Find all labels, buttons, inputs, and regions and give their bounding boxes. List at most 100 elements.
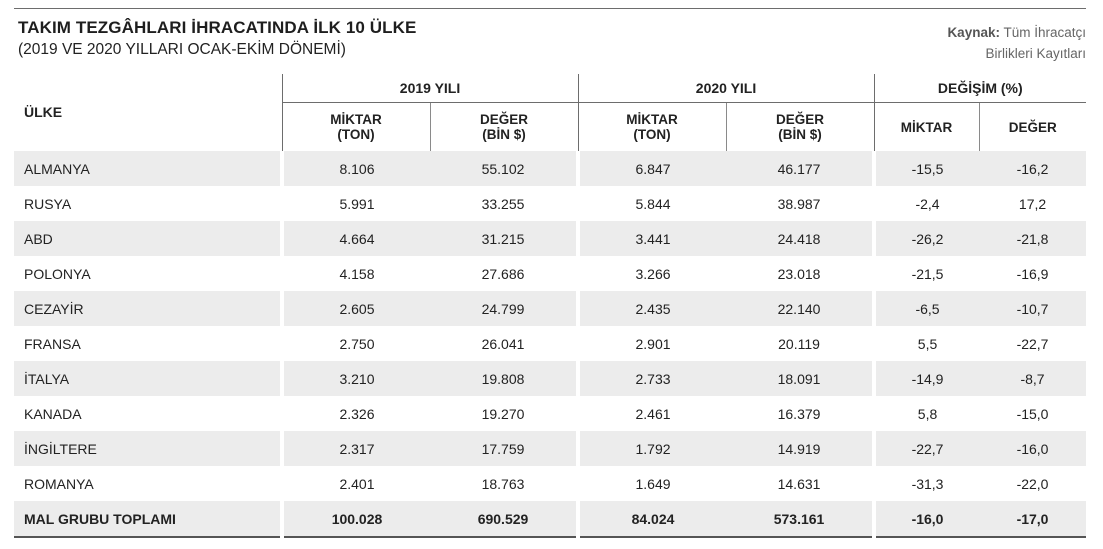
cell-country: RUSYA <box>14 186 282 221</box>
cell-miktar-2020: 1.792 <box>576 431 727 466</box>
cell-change-deger: -22,0 <box>979 466 1087 501</box>
table-row: RUSYA 5.991 33.255 5.844 38.987 -2,4 17,2 <box>14 186 1087 221</box>
cell-country: KANADA <box>14 396 282 431</box>
page-subtitle: (2019 VE 2020 YILLARI OCAK-EKİM DÖNEMİ) <box>18 41 346 58</box>
cell-country: İTALYA <box>14 361 282 396</box>
cell-miktar-2019: 2.605 <box>280 291 430 326</box>
cell-miktar-2020: 5.844 <box>576 186 727 221</box>
cell-deger-2019: 17.759 <box>430 431 579 466</box>
cell-miktar-2020: 1.649 <box>576 466 727 501</box>
cell-country: ROMANYA <box>14 466 282 501</box>
source-note: Kaynak: Tüm İhracatçı Birlikleri Kayıtla… <box>947 22 1086 64</box>
cell-deger-2020: 38.987 <box>726 186 875 221</box>
cell-change-miktar: 5,8 <box>872 396 980 431</box>
cell-deger-2020: 46.177 <box>726 151 875 186</box>
table-row: KANADA 2.326 19.270 2.461 16.379 5,8 -15,0 <box>14 396 1087 431</box>
table-row: İTALYA 3.210 19.808 2.733 18.091 -14,9 -8,7 <box>14 361 1087 396</box>
source-line-2: Birlikleri Kayıtları <box>985 46 1086 61</box>
cell-country: CEZAYİR <box>14 291 282 326</box>
total-country: MAL GRUBU TOPLAMI <box>14 501 282 538</box>
cell-deger-2019: 19.808 <box>430 361 579 396</box>
cell-miktar-2020: 2.461 <box>576 396 727 431</box>
cell-miktar-2020: 3.441 <box>576 221 727 256</box>
cell-miktar-2020: 2.733 <box>576 361 727 396</box>
header-2020-miktar: MİKTAR (TON) <box>577 102 727 151</box>
cell-change-miktar: -14,9 <box>872 361 980 396</box>
table-row: ALMANYA 8.106 55.102 6.847 46.177 -15,5 -16,2 <box>14 151 1087 186</box>
cell-deger-2019: 19.270 <box>430 396 579 431</box>
cell-change-deger: -8,7 <box>979 361 1087 396</box>
cell-country: POLONYA <box>14 256 282 291</box>
total-miktar-2019: 100.028 <box>280 501 430 538</box>
cell-change-deger: -16,2 <box>979 151 1087 186</box>
cell-deger-2020: 24.418 <box>726 221 875 256</box>
cell-country: FRANSA <box>14 326 282 361</box>
cell-deger-2019: 55.102 <box>430 151 579 186</box>
table-row: ABD 4.664 31.215 3.441 24.418 -26,2 -21,8 <box>14 221 1087 256</box>
cell-miktar-2020: 2.901 <box>576 326 727 361</box>
cell-deger-2020: 23.018 <box>726 256 875 291</box>
total-change-miktar: -16,0 <box>872 501 980 538</box>
cell-change-miktar: -2,4 <box>872 186 980 221</box>
group-header-2020: 2020 YILI <box>577 74 875 103</box>
cell-change-miktar: -6,5 <box>872 291 980 326</box>
cell-miktar-2019: 5.991 <box>280 186 430 221</box>
cell-miktar-2019: 2.401 <box>280 466 430 501</box>
cell-deger-2020: 14.631 <box>726 466 875 501</box>
export-table: ÜLKE 2019 YILI 2020 YILI DEĞİŞİM (%) MİK… <box>14 74 1087 538</box>
cell-miktar-2019: 4.158 <box>280 256 430 291</box>
cell-change-deger: -10,7 <box>979 291 1087 326</box>
cell-miktar-2019: 3.210 <box>280 361 430 396</box>
header-change-deger: DEĞER <box>978 102 1087 151</box>
cell-change-deger: 17,2 <box>979 186 1087 221</box>
table-row: FRANSA 2.750 26.041 2.901 20.119 5,5 -22,7 <box>14 326 1087 361</box>
cell-country: ALMANYA <box>14 151 282 186</box>
table-row: CEZAYİR 2.605 24.799 2.435 22.140 -6,5 -10,7 <box>14 291 1087 326</box>
group-header-change: DEĞİŞİM (%) <box>873 74 1087 103</box>
header-2019-deger: DEĞER (BİN $) <box>429 102 579 151</box>
top-rule <box>14 8 1086 9</box>
cell-miktar-2019: 2.326 <box>280 396 430 431</box>
page-title: TAKIM TEZGÂHLARI İHRACATINDA İLK 10 ÜLKE <box>18 18 417 37</box>
cell-deger-2019: 33.255 <box>430 186 579 221</box>
total-change-deger: -17,0 <box>979 501 1087 538</box>
cell-deger-2020: 14.919 <box>726 431 875 466</box>
total-row: MAL GRUBU TOPLAMI 100.028 690.529 84.024 573… <box>14 501 1087 538</box>
cell-miktar-2019: 4.664 <box>280 221 430 256</box>
cell-change-deger: -22,7 <box>979 326 1087 361</box>
source-label: Kaynak: <box>947 25 1000 40</box>
cell-change-miktar: -21,5 <box>872 256 980 291</box>
header-2020-deger: DEĞER (BİN $) <box>725 102 875 151</box>
cell-country: İNGİLTERE <box>14 431 282 466</box>
cell-miktar-2020: 6.847 <box>576 151 727 186</box>
cell-change-deger: -21,8 <box>979 221 1087 256</box>
cell-change-miktar: -22,7 <box>872 431 980 466</box>
cell-miktar-2019: 8.106 <box>280 151 430 186</box>
cell-miktar-2019: 2.317 <box>280 431 430 466</box>
cell-change-miktar: -31,3 <box>872 466 980 501</box>
cell-deger-2019: 24.799 <box>430 291 579 326</box>
table-row: ROMANYA 2.401 18.763 1.649 14.631 -31,3 -22,0 <box>14 466 1087 501</box>
table-body: ALMANYA 8.106 55.102 6.847 46.177 -15,5 -16,2 R… <box>14 151 1087 538</box>
total-deger-2019: 690.529 <box>430 501 579 538</box>
cell-change-miktar: -15,5 <box>872 151 980 186</box>
cell-change-miktar: 5,5 <box>872 326 980 361</box>
cell-change-deger: -15,0 <box>979 396 1087 431</box>
cell-deger-2020: 18.091 <box>726 361 875 396</box>
table-row: İNGİLTERE 2.317 17.759 1.792 14.919 -22,7 -16,… <box>14 431 1087 466</box>
cell-change-deger: -16,0 <box>979 431 1087 466</box>
cell-miktar-2020: 3.266 <box>576 256 727 291</box>
country-column-header: ÜLKE <box>24 104 63 120</box>
cell-deger-2019: 26.041 <box>430 326 579 361</box>
group-header-2019: 2019 YILI <box>281 74 579 103</box>
cell-miktar-2020: 2.435 <box>576 291 727 326</box>
header-change-miktar: MİKTAR <box>873 102 980 151</box>
cell-country: ABD <box>14 221 282 256</box>
cell-deger-2020: 20.119 <box>726 326 875 361</box>
total-deger-2020: 573.161 <box>726 501 875 538</box>
cell-deger-2019: 31.215 <box>430 221 579 256</box>
table-row: POLONYA 4.158 27.686 3.266 23.018 -21,5 -16,9 <box>14 256 1087 291</box>
cell-miktar-2019: 2.750 <box>280 326 430 361</box>
total-miktar-2020: 84.024 <box>576 501 727 538</box>
cell-change-deger: -16,9 <box>979 256 1087 291</box>
